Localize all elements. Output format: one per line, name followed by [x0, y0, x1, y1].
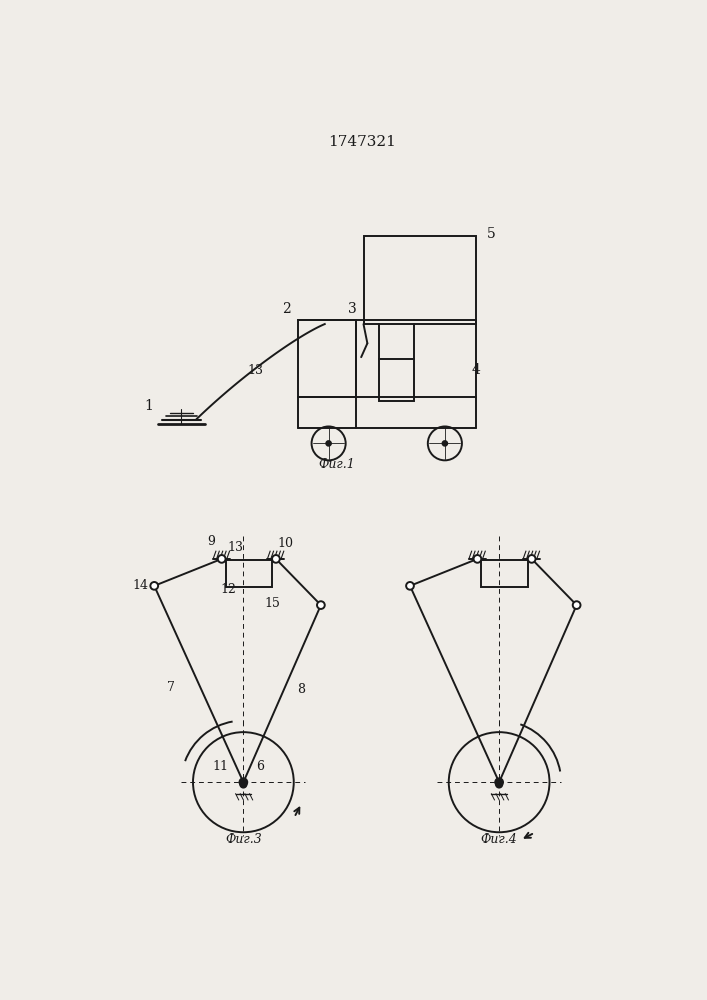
Text: 1747321: 1747321	[328, 135, 396, 149]
Text: 10: 10	[277, 537, 293, 550]
Text: 2: 2	[281, 302, 291, 316]
Bar	[379, 359, 414, 401]
Circle shape	[406, 582, 414, 590]
Text: 6: 6	[257, 760, 264, 773]
Text: 8: 8	[298, 683, 305, 696]
Text: 13: 13	[228, 541, 244, 554]
Circle shape	[240, 778, 247, 786]
Text: 3: 3	[348, 302, 356, 316]
Text: 15: 15	[264, 597, 280, 610]
Text: 11: 11	[212, 760, 228, 773]
Bar	[298, 320, 356, 397]
Text: 13: 13	[247, 364, 263, 377]
Circle shape	[317, 601, 325, 609]
Circle shape	[218, 555, 226, 563]
Text: Фиг.1: Фиг.1	[318, 458, 355, 471]
Bar	[226, 560, 272, 587]
Circle shape	[443, 441, 448, 446]
Bar	[363, 235, 476, 324]
Text: 7: 7	[168, 681, 175, 694]
Text: 4: 4	[472, 363, 480, 377]
Circle shape	[495, 778, 503, 786]
Text: Фиг.4: Фиг.4	[481, 833, 518, 846]
Bar	[481, 560, 528, 587]
Circle shape	[327, 441, 331, 446]
Text: 12: 12	[220, 583, 236, 596]
Circle shape	[474, 555, 481, 563]
Circle shape	[151, 582, 158, 590]
Text: 9: 9	[207, 535, 215, 548]
Text: 14: 14	[132, 579, 148, 592]
Text: 1: 1	[144, 399, 153, 413]
Circle shape	[528, 555, 535, 563]
Text: Фиг.3: Фиг.3	[225, 833, 262, 846]
Circle shape	[272, 555, 280, 563]
Text: 5: 5	[487, 227, 496, 241]
Circle shape	[240, 781, 247, 788]
Circle shape	[573, 601, 580, 609]
Circle shape	[496, 781, 502, 788]
